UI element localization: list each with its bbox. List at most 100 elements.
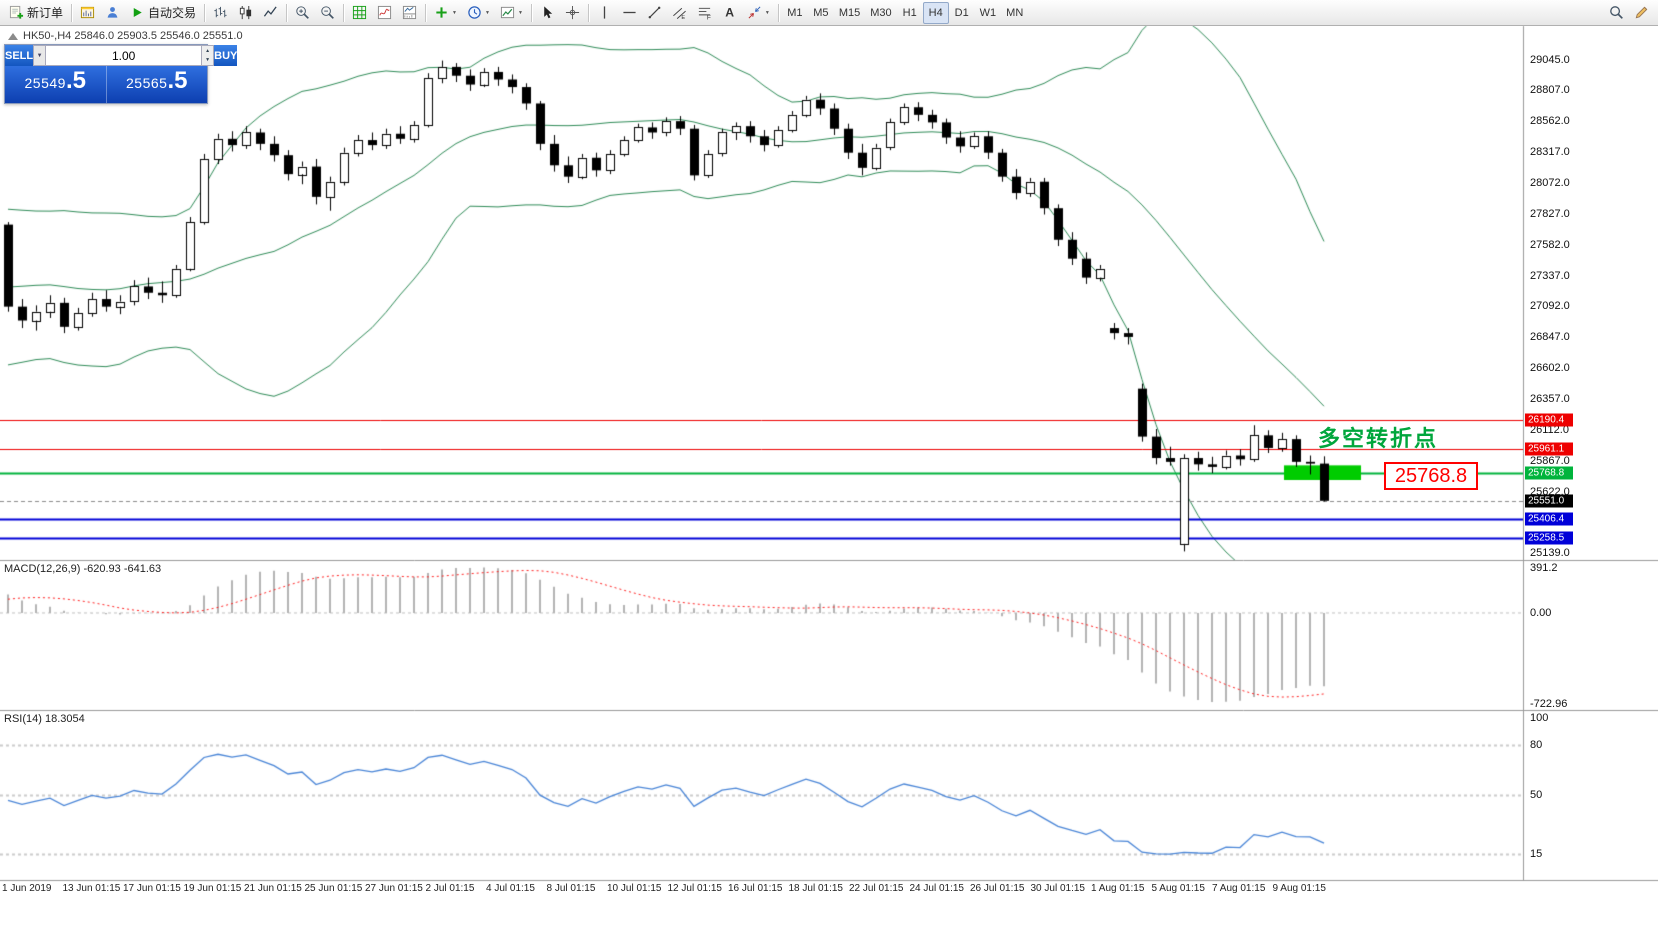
- arrows-button[interactable]: ▼: [742, 2, 775, 24]
- indicators-button[interactable]: [372, 2, 397, 24]
- bar-chart-button[interactable]: [208, 2, 233, 24]
- macd-indicator-label: MACD(12,26,9) -620.93 -641.63: [4, 563, 162, 575]
- price-axis-label: 27827.0: [1530, 207, 1570, 220]
- volume-down-icon[interactable]: ▼: [202, 55, 214, 65]
- bar-chart-icon: [213, 5, 228, 20]
- autotrading-button[interactable]: 自动交易: [125, 2, 201, 24]
- volume-dropdown-icon[interactable]: ▼: [33, 45, 47, 66]
- price-axis-label: 26357.0: [1530, 393, 1570, 406]
- one-click-panel-toggle-icon[interactable]: [8, 32, 18, 40]
- cursor-button[interactable]: [535, 2, 560, 24]
- price-axis-label: 28072.0: [1530, 176, 1570, 189]
- level-price-tag: 25406.4: [1525, 512, 1573, 526]
- one-click-prices-row: 25549 .5 25565 .5: [5, 66, 207, 103]
- caret-down-icon: ▼: [484, 9, 490, 16]
- rsi-axis-label: 15: [1530, 847, 1543, 860]
- time-axis-label: 17 Jun 01:15: [123, 883, 181, 894]
- equidistant-channel-button[interactable]: E: [667, 2, 692, 24]
- toolbar-separator: [777, 3, 779, 22]
- crosshair-icon: [565, 5, 580, 20]
- volume-up-icon[interactable]: ▲: [202, 46, 214, 56]
- add-indicator-button[interactable]: ▼: [429, 2, 462, 24]
- trendline-button[interactable]: [642, 2, 667, 24]
- toolbar-left-group: 新订单 自动交易 ▼ ▼ ▼ E F A ▼: [4, 2, 782, 24]
- grid-icon: [352, 5, 367, 20]
- timeframe-m1-button[interactable]: M1: [782, 2, 808, 24]
- trendline-icon: [647, 5, 662, 20]
- new-order-button[interactable]: 新订单: [4, 2, 68, 24]
- buy-button[interactable]: BUY: [214, 45, 238, 66]
- buy-price-button[interactable]: 25565 .5: [107, 66, 208, 103]
- profiles-icon: [105, 5, 120, 20]
- vertical-line-button[interactable]: [592, 2, 617, 24]
- text-label-button[interactable]: A: [717, 2, 742, 24]
- timeframe-m5-button[interactable]: M5: [808, 2, 834, 24]
- cursor-icon: [540, 5, 555, 20]
- timeframe-mn-button[interactable]: MN: [1001, 2, 1028, 24]
- toolbar-separator: [204, 3, 206, 22]
- arrows-icon: [747, 5, 762, 20]
- tile-windows-button[interactable]: [347, 2, 372, 24]
- svg-text:E: E: [681, 15, 685, 20]
- line-chart-icon: [263, 5, 278, 20]
- svg-text:F: F: [707, 15, 711, 20]
- search-symbol-button[interactable]: [1604, 2, 1629, 24]
- fibonacci-button[interactable]: F: [692, 2, 717, 24]
- toolbar-separator: [587, 3, 589, 22]
- candlestick-chart-button[interactable]: [233, 2, 258, 24]
- time-axis-label: 13 Jun 01:15: [62, 883, 121, 894]
- horizontal-line-button[interactable]: [617, 2, 642, 24]
- time-axis-label: 25 Jun 01:15: [304, 883, 363, 894]
- macd-axis-label: 0.00: [1530, 606, 1552, 619]
- sell-price-button[interactable]: 25549 .5: [5, 66, 107, 103]
- level-price-tag: 26190.4: [1525, 413, 1573, 427]
- volume-spinner: ▲ ▼: [202, 45, 215, 66]
- zoom-in-button[interactable]: [290, 2, 315, 24]
- buy-price-main: 25565: [126, 75, 168, 91]
- time-axis-label: 24 Jul 01:15: [909, 883, 965, 894]
- periods-button[interactable]: ▼: [462, 2, 495, 24]
- timeframe-w1-button[interactable]: W1: [975, 2, 1002, 24]
- macd-axis-label: -722.96: [1530, 698, 1568, 710]
- chart-windows-button[interactable]: [75, 2, 100, 24]
- price-axis-label: 27582.0: [1530, 238, 1570, 251]
- price-axis-label: 25867.0: [1530, 454, 1570, 467]
- timeframe-d1-button[interactable]: D1: [949, 2, 975, 24]
- template-icon: [500, 5, 515, 20]
- volume-input[interactable]: [46, 45, 203, 66]
- level-price-tag: 25258.5: [1525, 531, 1573, 545]
- price-axis-label: 28562.0: [1530, 114, 1570, 127]
- price-axis-label: 28317.0: [1530, 145, 1570, 158]
- toolbar: 新订单 自动交易 ▼ ▼ ▼ E F A ▼ M1 M5 M15 M30 H1 H4 D1 W1 MN: [0, 0, 1658, 26]
- timeframe-h1-button[interactable]: H1: [897, 2, 923, 24]
- play-icon: [130, 5, 145, 20]
- vertical-line-icon: [597, 5, 612, 20]
- time-axis-label: 1 Jun 2019: [2, 883, 52, 894]
- new-order-label: 新订单: [27, 6, 64, 20]
- timeframe-m15-button[interactable]: M15: [834, 2, 865, 24]
- line-chart-button[interactable]: [258, 2, 283, 24]
- zoom-out-button[interactable]: [315, 2, 340, 24]
- rsi-indicator-label: RSI(14) 18.3054: [4, 713, 85, 725]
- templates-button[interactable]: ▼: [495, 2, 528, 24]
- one-click-trading-panel: SELL ▼ ▲▼ BUY 25549 .5 25565 .5: [4, 44, 238, 104]
- crosshair-button[interactable]: [560, 2, 585, 24]
- price-axis-label: 26847.0: [1530, 331, 1570, 344]
- indicator-window-button[interactable]: [397, 2, 422, 24]
- quick-edit-button[interactable]: [1629, 2, 1654, 24]
- rsi-axis-label: 100: [1530, 712, 1549, 724]
- timeframe-m30-button[interactable]: M30: [865, 2, 896, 24]
- zoom-out-icon: [320, 5, 335, 20]
- price-axis-label: 27337.0: [1530, 269, 1570, 282]
- volume-control: ▼ ▲▼: [33, 45, 215, 66]
- toolbar-right-group: [1604, 2, 1654, 24]
- toolbar-separator: [71, 3, 73, 22]
- time-axis-label: 10 Jul 01:15: [607, 883, 662, 894]
- timeframe-h4-button[interactable]: H4: [922, 1, 949, 24]
- profiles-button[interactable]: [100, 2, 125, 24]
- indicator-window-icon: [402, 5, 417, 20]
- buy-price-big-digit: .5: [167, 67, 188, 94]
- sell-button[interactable]: SELL: [5, 45, 34, 66]
